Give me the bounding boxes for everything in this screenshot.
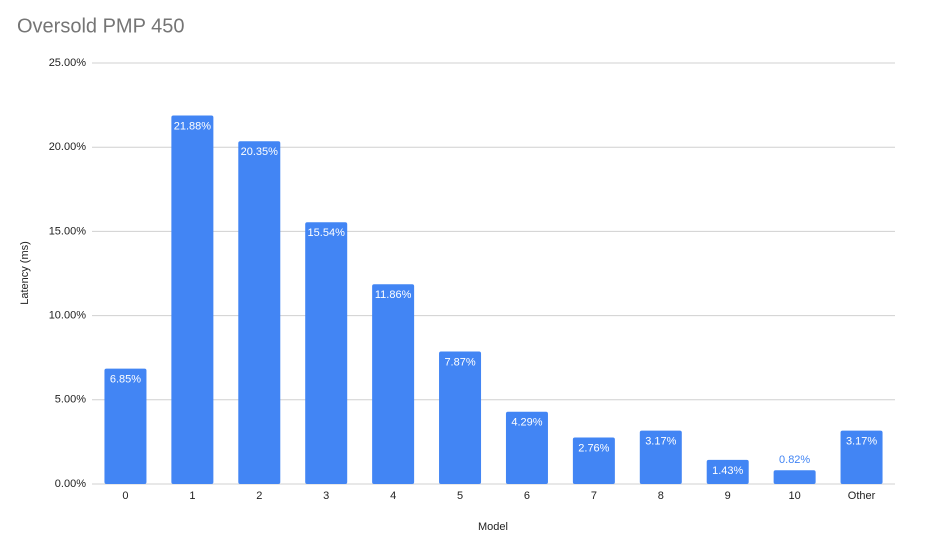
data-label: 1.43%: [712, 465, 743, 477]
x-tick-label: 6: [524, 490, 530, 502]
x-axis-label: Model: [478, 521, 508, 533]
bar: [305, 222, 348, 484]
x-tick-label: 7: [591, 490, 597, 502]
y-tick-label: 20.00%: [49, 141, 87, 153]
y-tick-label: 15.00%: [49, 225, 87, 237]
y-tick-label: 0.00%: [55, 478, 86, 490]
bar: [171, 115, 214, 484]
data-label: 15.54%: [308, 227, 346, 239]
x-tick-label: 2: [256, 490, 262, 502]
y-axis-label: Latency (ms): [19, 241, 31, 305]
data-label: 3.17%: [846, 436, 877, 448]
x-tick-label: 4: [390, 490, 396, 502]
y-tick-label: 25.00%: [49, 57, 87, 69]
y-tick-label: 5.00%: [55, 394, 86, 406]
data-label: 21.88%: [174, 120, 212, 132]
bar: [572, 437, 615, 484]
bar: [439, 351, 482, 484]
x-tick-label: 10: [789, 490, 801, 502]
chart-title: Oversold PMP 450: [17, 15, 185, 37]
data-label: 7.87%: [444, 356, 475, 368]
data-label: 20.35%: [241, 146, 279, 158]
bar: [372, 284, 415, 484]
data-label: 6.85%: [110, 374, 141, 386]
bar: [104, 368, 147, 484]
x-tick-label: 1: [189, 490, 195, 502]
bar: [773, 470, 816, 484]
x-tick-label: 3: [323, 490, 329, 502]
data-label: 2.76%: [578, 442, 609, 454]
x-tick-label: 8: [658, 490, 664, 502]
data-label: 4.29%: [511, 417, 542, 429]
bar: [706, 459, 749, 484]
x-tick-label: 0: [122, 490, 128, 502]
x-tick-label: Other: [848, 490, 876, 502]
data-label: 0.82%: [779, 454, 810, 466]
x-tick-label: 5: [457, 490, 463, 502]
y-tick-label: 10.00%: [49, 310, 87, 322]
bar: [505, 411, 548, 484]
data-label: 11.86%: [375, 289, 412, 301]
bar: [238, 141, 281, 484]
x-tick-label: 9: [725, 490, 731, 502]
bar: [840, 430, 883, 484]
data-label: 3.17%: [645, 436, 676, 448]
bar: [639, 430, 682, 484]
